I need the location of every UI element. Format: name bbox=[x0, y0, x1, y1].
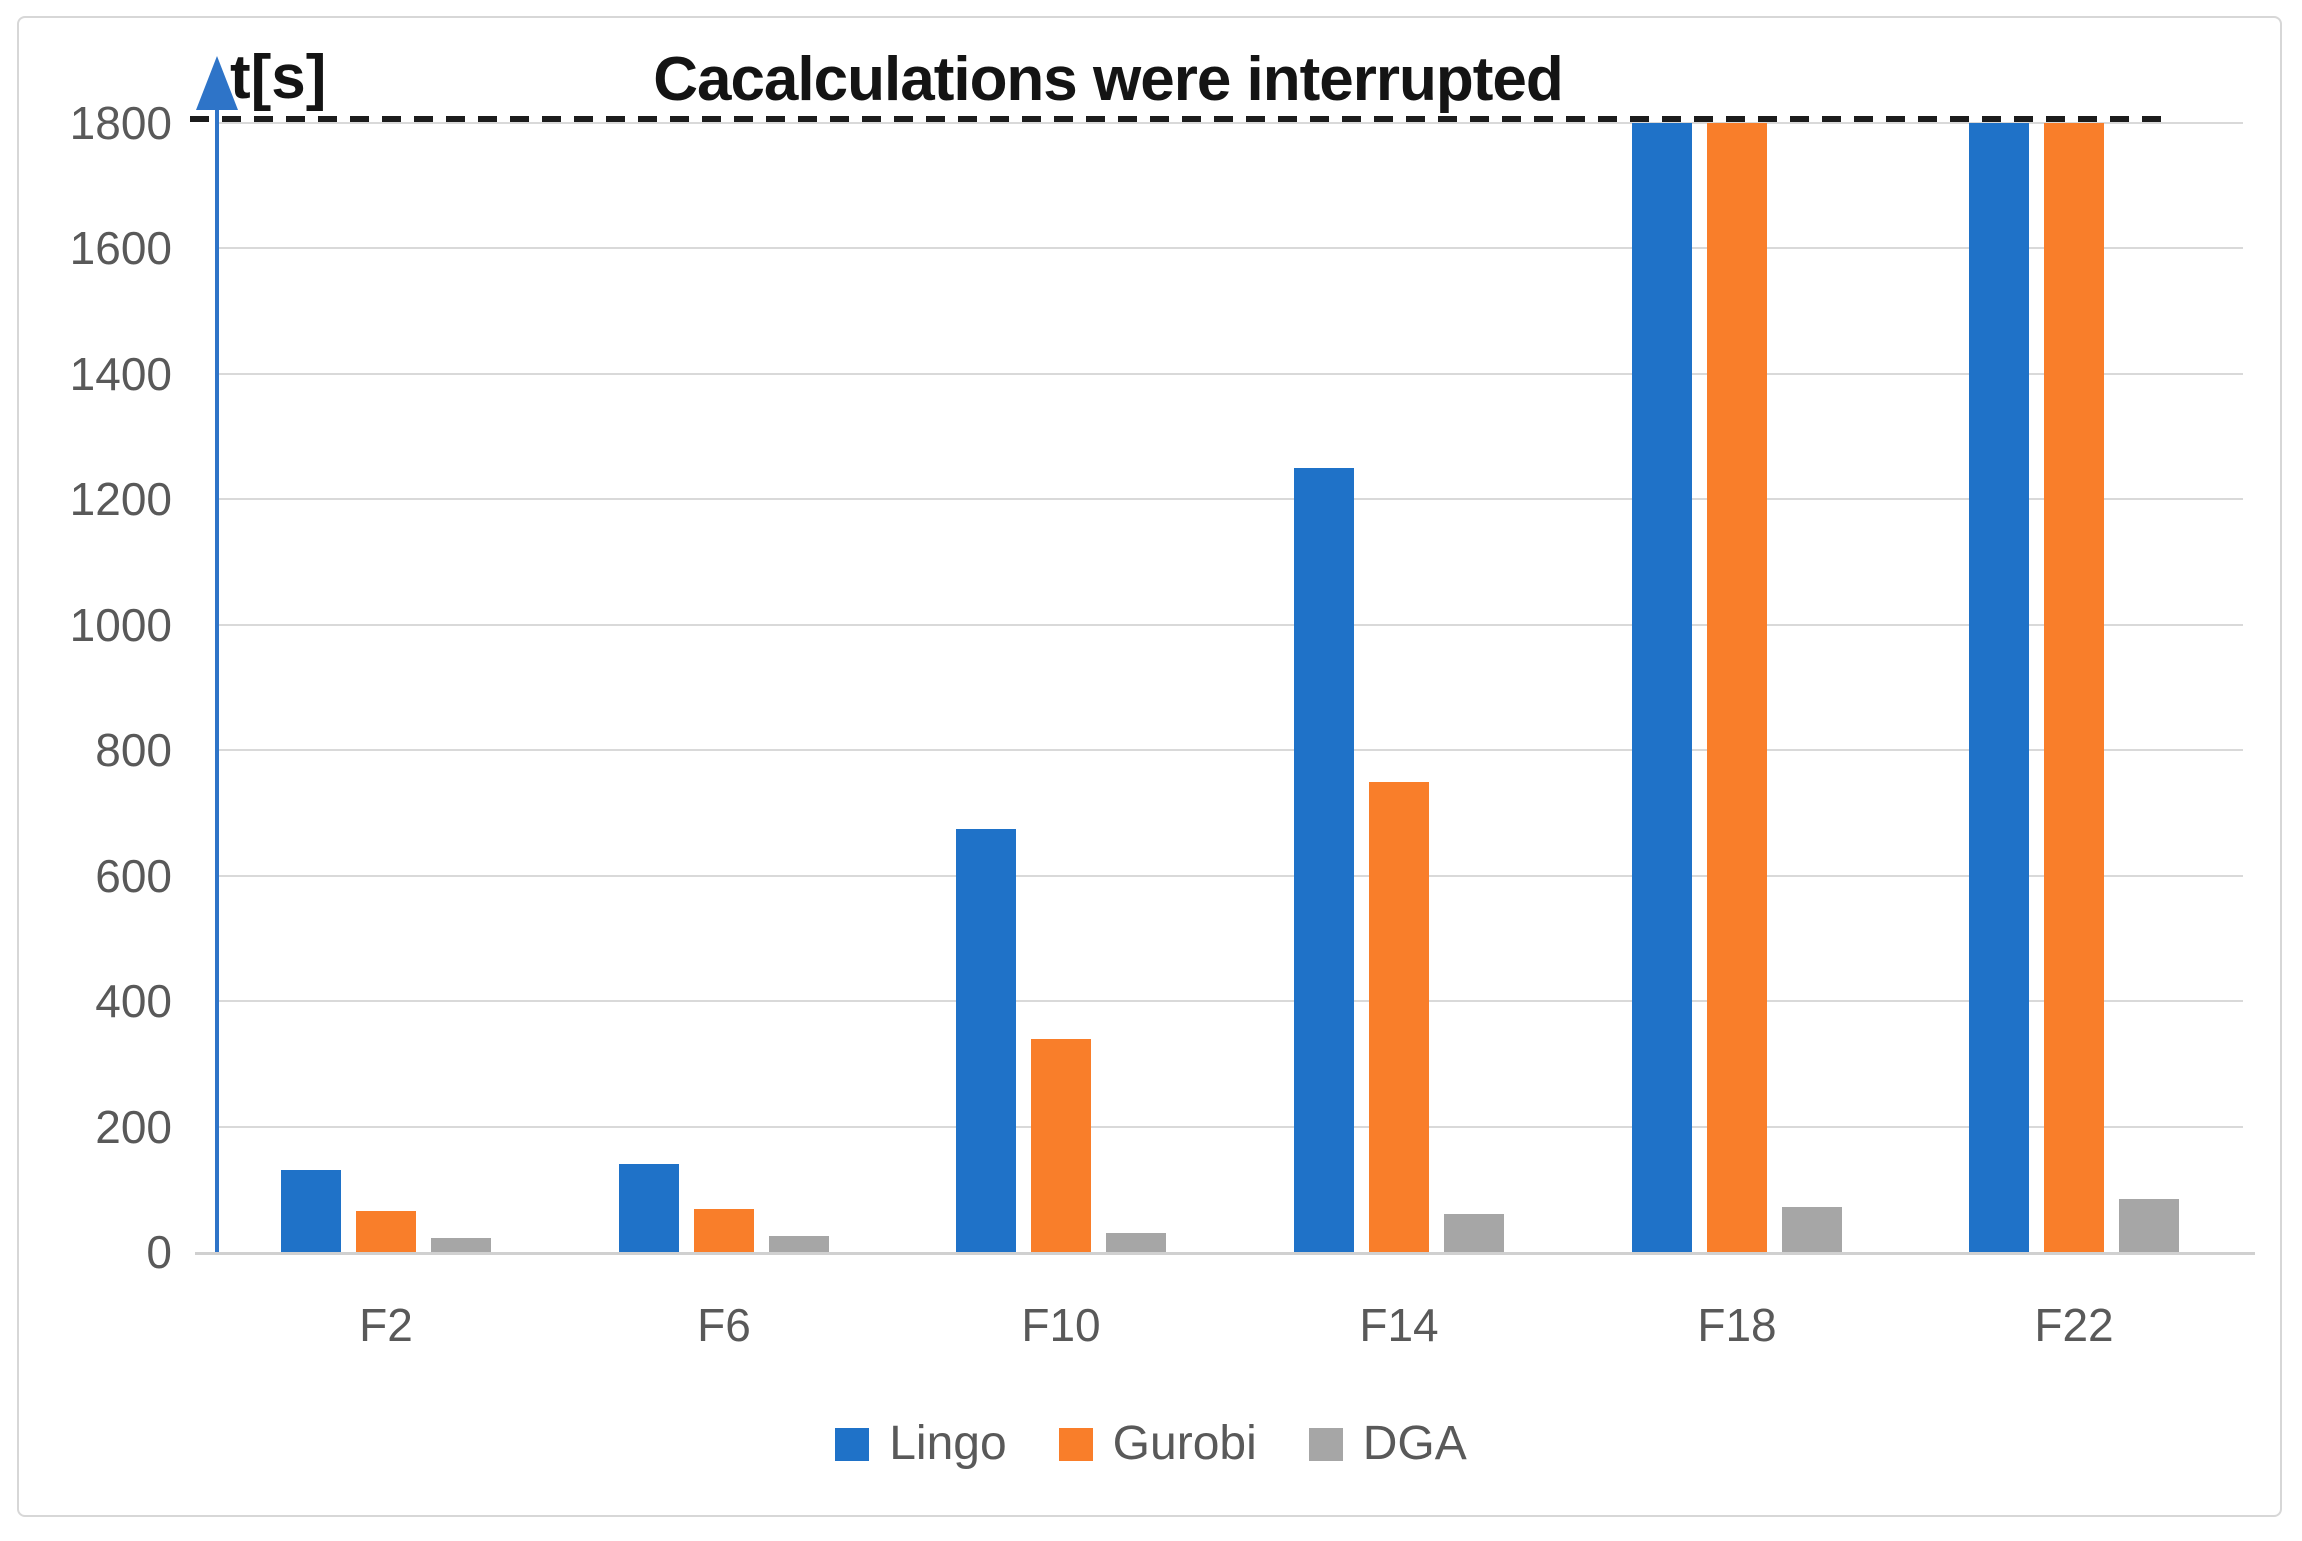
bar-DGA-F6 bbox=[769, 1236, 829, 1252]
y-tick-label-600: 600 bbox=[95, 850, 172, 902]
bar-DGA-F10 bbox=[1106, 1233, 1166, 1252]
figure-frame bbox=[17, 16, 2282, 1517]
bar-Gurobi-F18 bbox=[1707, 123, 1767, 1252]
gridline-1400 bbox=[217, 373, 2243, 375]
x-axis-line bbox=[195, 1252, 2255, 1255]
bar-Gurobi-F22 bbox=[2044, 123, 2104, 1252]
bar-DGA-F22 bbox=[2119, 1199, 2179, 1252]
gridline-600 bbox=[217, 875, 2243, 877]
bar-Gurobi-F2 bbox=[356, 1211, 416, 1252]
bar-DGA-F14 bbox=[1444, 1214, 1504, 1252]
y-tick-label-1200: 1200 bbox=[69, 473, 172, 525]
bar-Lingo-F6 bbox=[619, 1164, 679, 1252]
x-label-F22: F22 bbox=[2034, 1299, 2114, 1351]
legend-swatch-DGA bbox=[1308, 1427, 1343, 1461]
bar-Gurobi-F14 bbox=[1369, 782, 1429, 1252]
legend: Lingo Gurobi DGA bbox=[0, 1420, 2302, 1468]
legend-swatch-Gurobi bbox=[1058, 1427, 1093, 1461]
y-tick-label-0: 0 bbox=[146, 1226, 172, 1278]
bar-DGA-F2 bbox=[431, 1238, 491, 1252]
y-axis-arrow-icon bbox=[196, 56, 238, 110]
x-label-F2: F2 bbox=[359, 1299, 413, 1351]
gridline-800 bbox=[217, 749, 2243, 751]
y-tick-label-800: 800 bbox=[95, 724, 172, 776]
y-tick-label-1800: 1800 bbox=[69, 97, 172, 149]
x-label-F6: F6 bbox=[697, 1299, 751, 1351]
x-label-F18: F18 bbox=[1697, 1299, 1777, 1351]
y-tick-label-1400: 1400 bbox=[69, 348, 172, 400]
chart-title: Cacalculations were interrupted bbox=[653, 45, 1564, 114]
legend-label-DGA: DGA bbox=[1362, 1417, 1467, 1470]
gridline-200 bbox=[217, 1126, 2243, 1128]
gridline-1000 bbox=[217, 624, 2243, 626]
legend-item-DGA: DGA bbox=[1308, 1417, 1467, 1470]
legend-swatch-Lingo bbox=[835, 1427, 870, 1461]
gridline-400 bbox=[217, 1000, 2243, 1002]
y-axis-line bbox=[215, 100, 219, 1252]
bar-Gurobi-F6 bbox=[694, 1209, 754, 1252]
y-tick-label-400: 400 bbox=[95, 975, 172, 1027]
bar-Lingo-F2 bbox=[281, 1170, 341, 1252]
timeout-dashed-line bbox=[190, 116, 2170, 122]
y-tick-label-200: 200 bbox=[95, 1101, 172, 1153]
bar-Lingo-F10 bbox=[956, 829, 1016, 1252]
gridline-1600 bbox=[217, 247, 2243, 249]
gridline-1200 bbox=[217, 498, 2243, 500]
gridline-1800 bbox=[217, 122, 2243, 124]
legend-label-Lingo: Lingo bbox=[889, 1417, 1007, 1470]
y-tick-label-1600: 1600 bbox=[69, 222, 172, 274]
legend-item-Lingo: Lingo bbox=[835, 1417, 1007, 1470]
legend-label-Gurobi: Gurobi bbox=[1112, 1417, 1257, 1470]
bar-Gurobi-F10 bbox=[1031, 1039, 1091, 1252]
y-axis-unit-label: t[s] bbox=[230, 43, 327, 112]
x-label-F10: F10 bbox=[1021, 1299, 1101, 1351]
bar-Lingo-F22 bbox=[1969, 123, 2029, 1252]
y-tick-label-1000: 1000 bbox=[69, 599, 172, 651]
legend-item-Gurobi: Gurobi bbox=[1058, 1417, 1257, 1470]
bar-Lingo-F18 bbox=[1632, 123, 1692, 1252]
bar-DGA-F18 bbox=[1782, 1207, 1842, 1252]
bar-Lingo-F14 bbox=[1294, 468, 1354, 1252]
x-label-F14: F14 bbox=[1359, 1299, 1439, 1351]
